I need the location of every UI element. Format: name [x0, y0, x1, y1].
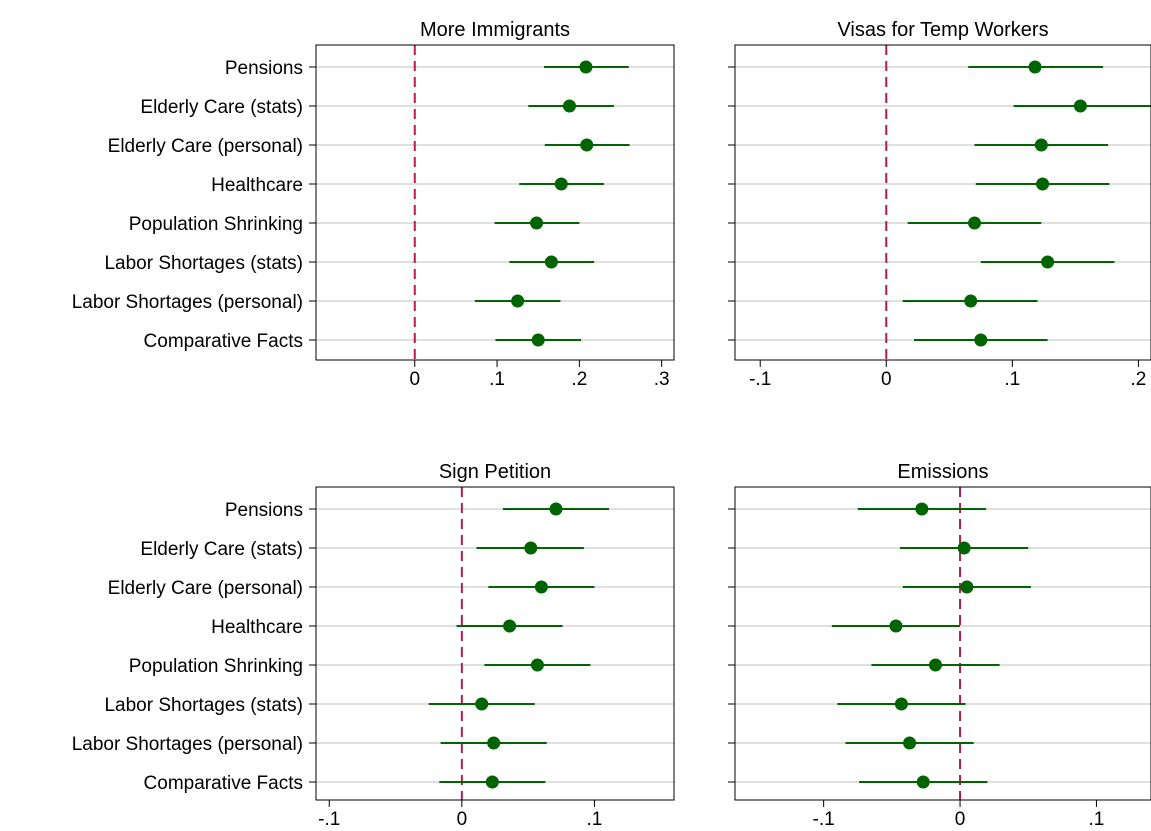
x-tick-label: .1 — [587, 809, 603, 830]
category-label: Population Shrinking — [129, 656, 303, 677]
point-estimate — [903, 736, 917, 750]
panel-title: Emissions — [897, 461, 988, 483]
panel-title: Visas for Temp Workers — [837, 19, 1048, 41]
point-estimate — [1028, 60, 1042, 74]
point-estimate — [530, 658, 544, 672]
panel-frame — [315, 486, 675, 801]
panel-title: More Immigrants — [420, 19, 570, 41]
category-label: Healthcare — [211, 617, 303, 638]
panel-frame — [734, 44, 1151, 361]
point-estimate — [544, 255, 558, 269]
category-label: Elderly Care (stats) — [140, 539, 303, 560]
category-label: Elderly Care (personal) — [108, 136, 303, 157]
point-estimate — [531, 333, 545, 347]
x-tick-label: 0 — [457, 809, 468, 830]
x-tick-label: 0 — [955, 809, 966, 830]
point-estimate — [1073, 99, 1087, 113]
category-label: Pensions — [225, 58, 303, 79]
panel-frame — [734, 486, 1151, 801]
point-estimate — [1041, 255, 1055, 269]
category-label: Healthcare — [211, 175, 303, 196]
point-estimate — [1034, 138, 1048, 152]
panel-frame — [315, 44, 675, 361]
point-estimate — [916, 775, 930, 789]
point-estimate — [915, 502, 929, 516]
x-tick-label: -.1 — [749, 369, 771, 390]
x-tick-label: 0 — [881, 369, 892, 390]
category-label: Elderly Care (stats) — [140, 97, 303, 118]
point-estimate — [1036, 177, 1050, 191]
point-estimate — [960, 580, 974, 594]
panel-4: Emissions -.1 0 .1 — [728, 461, 1151, 830]
x-tick-label: .1 — [1004, 369, 1020, 390]
category-label: Comparative Facts — [144, 773, 303, 794]
point-estimate — [580, 138, 594, 152]
point-estimate — [928, 658, 942, 672]
category-label: Pensions — [225, 500, 303, 521]
point-estimate — [554, 177, 568, 191]
category-label: Labor Shortages (stats) — [104, 695, 303, 716]
category-label: Labor Shortages (stats) — [104, 253, 303, 274]
point-estimate — [549, 502, 563, 516]
point-estimate — [957, 541, 971, 555]
panel-2: Visas for Temp Workers -.1 0 .1 .2 — [728, 19, 1151, 390]
x-tick-label: -.1 — [813, 809, 835, 830]
x-tick-label: .2 — [1130, 369, 1146, 390]
point-estimate — [562, 99, 576, 113]
point-estimate — [968, 216, 982, 230]
x-tick-label: .1 — [489, 369, 505, 390]
point-estimate — [524, 541, 538, 555]
point-estimate — [530, 216, 544, 230]
point-estimate — [485, 775, 499, 789]
category-label: Comparative Facts — [144, 331, 303, 352]
category-label: Labor Shortages (personal) — [72, 734, 303, 755]
point-estimate — [503, 619, 517, 633]
category-label: Labor Shortages (personal) — [72, 292, 303, 313]
point-estimate — [964, 294, 978, 308]
x-tick-label: .2 — [571, 369, 587, 390]
panel-3: Sign Petition Pensions Elderly Care (stats… — [72, 461, 675, 830]
panel-1: More Immigrants Pensions Elderly Care (sta… — [72, 19, 675, 390]
x-tick-label: -.1 — [318, 809, 340, 830]
point-estimate — [579, 60, 593, 74]
point-estimate — [534, 580, 548, 594]
point-estimate — [889, 619, 903, 633]
point-estimate — [475, 697, 489, 711]
x-tick-label: .3 — [654, 369, 670, 390]
x-tick-label: 0 — [409, 369, 420, 390]
point-estimate — [487, 736, 501, 750]
panel-title: Sign Petition — [439, 461, 551, 483]
category-label: Population Shrinking — [129, 214, 303, 235]
category-label: Elderly Care (personal) — [108, 578, 303, 599]
point-estimate — [511, 294, 525, 308]
point-estimate — [974, 333, 988, 347]
point-estimate — [894, 697, 908, 711]
x-tick-label: .1 — [1089, 809, 1105, 830]
